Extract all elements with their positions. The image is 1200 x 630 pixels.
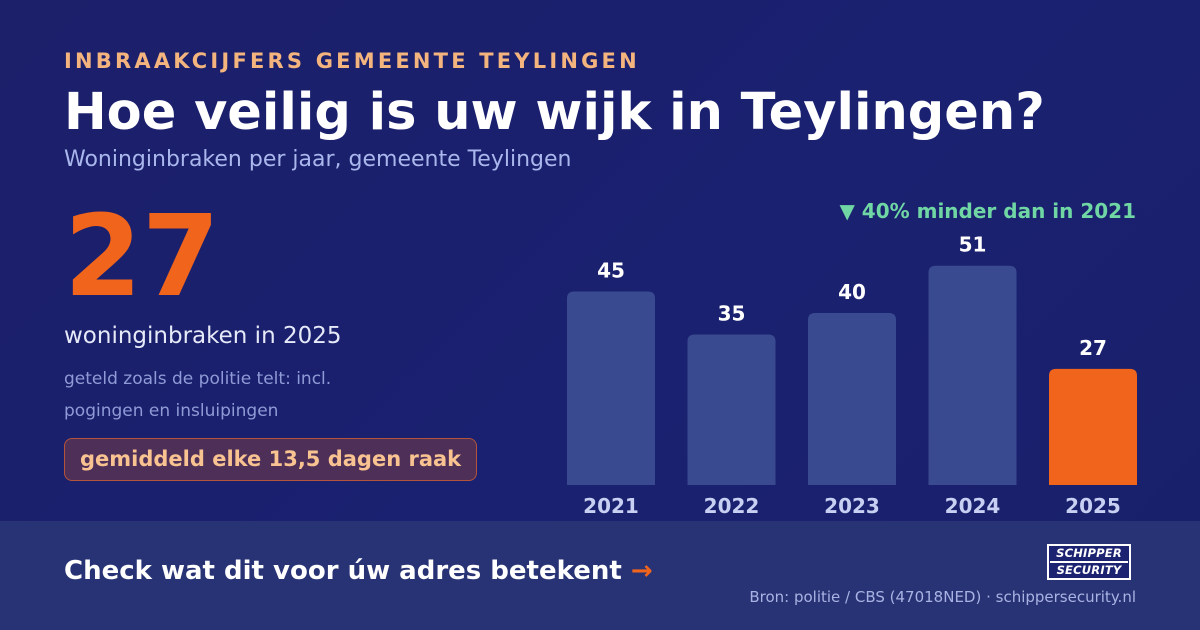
highlight-number: 27	[64, 192, 220, 322]
value-label-2024: 51	[959, 233, 987, 257]
bar-2025	[1049, 368, 1137, 485]
count-method-note: geteld zoals de politie telt: incl. pogi…	[64, 369, 332, 421]
frequency-pill: gemiddeld elke 13,5 dagen raak	[64, 438, 478, 481]
footer-band	[0, 521, 1200, 630]
bar-2024	[928, 265, 1017, 485]
value-label-2023: 40	[838, 280, 866, 304]
logo-line-2: SECURITY	[1056, 563, 1122, 577]
x-tick-label-2021: 2021	[583, 494, 639, 518]
bar-2022	[687, 334, 776, 485]
x-tick-label-2025: 2025	[1065, 494, 1121, 518]
value-label-2022: 35	[718, 302, 746, 326]
value-label-2025: 27	[1079, 336, 1107, 360]
page-subtitle: Woninginbraken per jaar, gemeente Teylin…	[64, 147, 572, 172]
bar-2021	[567, 291, 655, 485]
bar-2023	[808, 313, 896, 485]
x-tick-label-2023: 2023	[824, 494, 880, 518]
x-tick-label-2022: 2022	[704, 494, 760, 518]
highlight-caption: woninginbraken in 2025	[64, 323, 342, 349]
arrow-right-icon: →	[630, 556, 653, 586]
eyebrow-label: INBRAAKCIJFERS GEMEENTE TEYLINGEN	[64, 49, 640, 73]
logo-line-1: SCHIPPER	[1056, 546, 1122, 560]
schipper-security-logo: SCHIPPER SECURITY	[1047, 544, 1131, 580]
cta-text: Check wat dit voor úw adres betekent	[64, 556, 622, 586]
value-label-2021: 45	[597, 259, 625, 283]
source-note: Bron: politie / CBS (47018NED) · schippe…	[749, 588, 1136, 606]
cta-link[interactable]: Check wat dit voor úw adres betekent →	[64, 556, 653, 586]
page-title: Hoe veilig is uw wijk in Teylingen?	[64, 83, 1045, 142]
logo-divider	[1050, 561, 1128, 563]
change-badge: ▼ 40% minder dan in 2021	[839, 199, 1136, 223]
x-tick-label-2024: 2024	[945, 494, 1001, 518]
